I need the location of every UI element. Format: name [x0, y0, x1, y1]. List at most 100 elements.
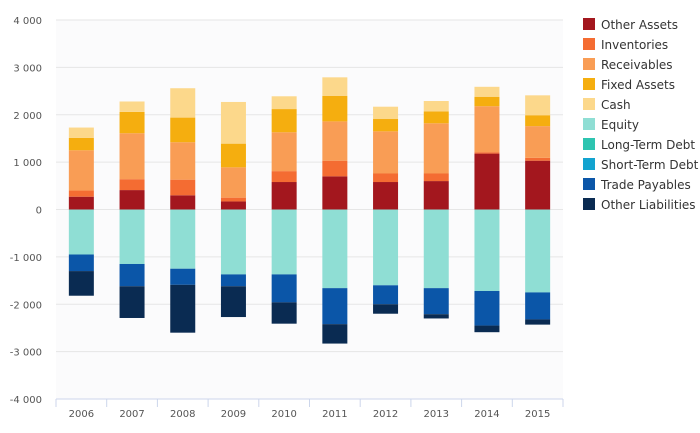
x-tick-label: 2013 — [424, 409, 449, 420]
x-tick-label: 2007 — [119, 409, 144, 420]
legend-swatch — [583, 178, 595, 190]
bar-segment — [474, 152, 500, 154]
bar-segment — [474, 209, 500, 291]
bar-segment — [423, 111, 449, 124]
legend-swatch — [583, 18, 595, 30]
legend-label: Receivables — [601, 58, 673, 72]
bar-segment — [68, 150, 94, 191]
bar-segment — [220, 143, 246, 168]
y-tick-label: 1 000 — [13, 158, 42, 169]
y-tick-label: 3 000 — [13, 63, 42, 74]
bar-segment — [170, 142, 196, 180]
legend-label: Short-Term Debt — [601, 158, 699, 172]
legend-label: Trade Payables — [600, 178, 691, 192]
bar-segment — [119, 286, 145, 318]
legend-label: Inventories — [601, 38, 668, 52]
x-tick-label: 2009 — [221, 409, 246, 420]
bar-segment — [271, 302, 297, 324]
bar-segment — [170, 284, 196, 333]
legend-swatch — [583, 198, 595, 210]
bar-segment — [474, 106, 500, 153]
bar-segment — [423, 101, 449, 112]
bar-segment — [373, 119, 399, 132]
bar-segment — [525, 319, 551, 325]
bar-segment — [68, 137, 94, 151]
bar-segment — [170, 209, 196, 269]
y-tick-label: 4 000 — [13, 16, 42, 27]
bar-segment — [271, 274, 297, 303]
bar-segment — [119, 133, 145, 180]
bar-segment — [220, 167, 246, 198]
bar-segment — [373, 209, 399, 286]
bar-segment — [271, 171, 297, 183]
bar-segment — [68, 209, 94, 255]
bar-segment — [322, 324, 348, 344]
legend-swatch — [583, 58, 595, 70]
bar-segment — [373, 182, 399, 210]
bar-segment — [220, 286, 246, 318]
x-tick-label: 2012 — [373, 409, 398, 420]
bar-segment — [525, 160, 551, 210]
bar-segment — [474, 153, 500, 210]
bar-segment — [373, 173, 399, 183]
x-tick-label: 2010 — [271, 409, 296, 420]
bar-segment — [423, 209, 449, 289]
bar-segment — [271, 132, 297, 172]
bar-segment — [322, 209, 348, 289]
bar-segment — [322, 160, 348, 177]
legend-swatch — [583, 78, 595, 90]
x-tick-label: 2006 — [69, 409, 94, 420]
bar-segment — [220, 101, 246, 144]
bar-segment — [170, 88, 196, 118]
bar-segment — [220, 197, 246, 202]
x-tick-label: 2015 — [525, 409, 550, 420]
bar-segment — [423, 314, 449, 319]
bar-segment — [525, 209, 551, 293]
bar-segment — [271, 209, 297, 275]
bar-segment — [170, 179, 196, 196]
y-tick-label: -4 000 — [10, 395, 42, 406]
bar-segment — [525, 126, 551, 158]
legend-label: Long-Term Debt — [601, 138, 695, 152]
bar-segment — [474, 325, 500, 333]
legend-label: Cash — [601, 98, 631, 112]
bar-segment — [474, 86, 500, 97]
bar-segment — [271, 182, 297, 210]
bar-segment — [373, 131, 399, 174]
y-tick-label: 2 000 — [13, 111, 42, 122]
bar-segment — [474, 290, 500, 326]
bar-segment — [68, 190, 94, 197]
bar-segment — [525, 115, 551, 127]
bar-segment — [271, 96, 297, 110]
bar-segment — [525, 292, 551, 320]
bar-segment — [423, 173, 449, 182]
bar-segment — [373, 106, 399, 120]
bar-segment — [119, 101, 145, 112]
legend-label: Other Liabilities — [601, 198, 696, 212]
y-tick-label: -2 000 — [10, 300, 42, 311]
x-tick-label: 2008 — [170, 409, 195, 420]
bar-segment — [119, 111, 145, 134]
bar-segment — [525, 95, 551, 116]
bar-segment — [423, 123, 449, 174]
bar-segment — [322, 176, 348, 210]
bar-segment — [170, 195, 196, 210]
bar-segment — [170, 268, 196, 285]
legend-label: Other Assets — [601, 18, 678, 32]
bar-segment — [68, 271, 94, 296]
bar-segment — [322, 288, 348, 325]
bar-segment — [119, 190, 145, 210]
bar-segment — [220, 209, 246, 275]
bar-segment — [322, 95, 348, 122]
legend-swatch — [583, 38, 595, 50]
bar-segment — [373, 285, 399, 305]
bar-segment — [525, 157, 551, 161]
y-tick-label: 0 — [36, 206, 42, 217]
bar-segment — [474, 96, 500, 107]
bar-segment — [68, 196, 94, 210]
bar-segment — [68, 254, 94, 272]
bar-segment — [119, 263, 145, 287]
bar-segment — [170, 117, 196, 143]
legend-swatch — [583, 118, 595, 130]
